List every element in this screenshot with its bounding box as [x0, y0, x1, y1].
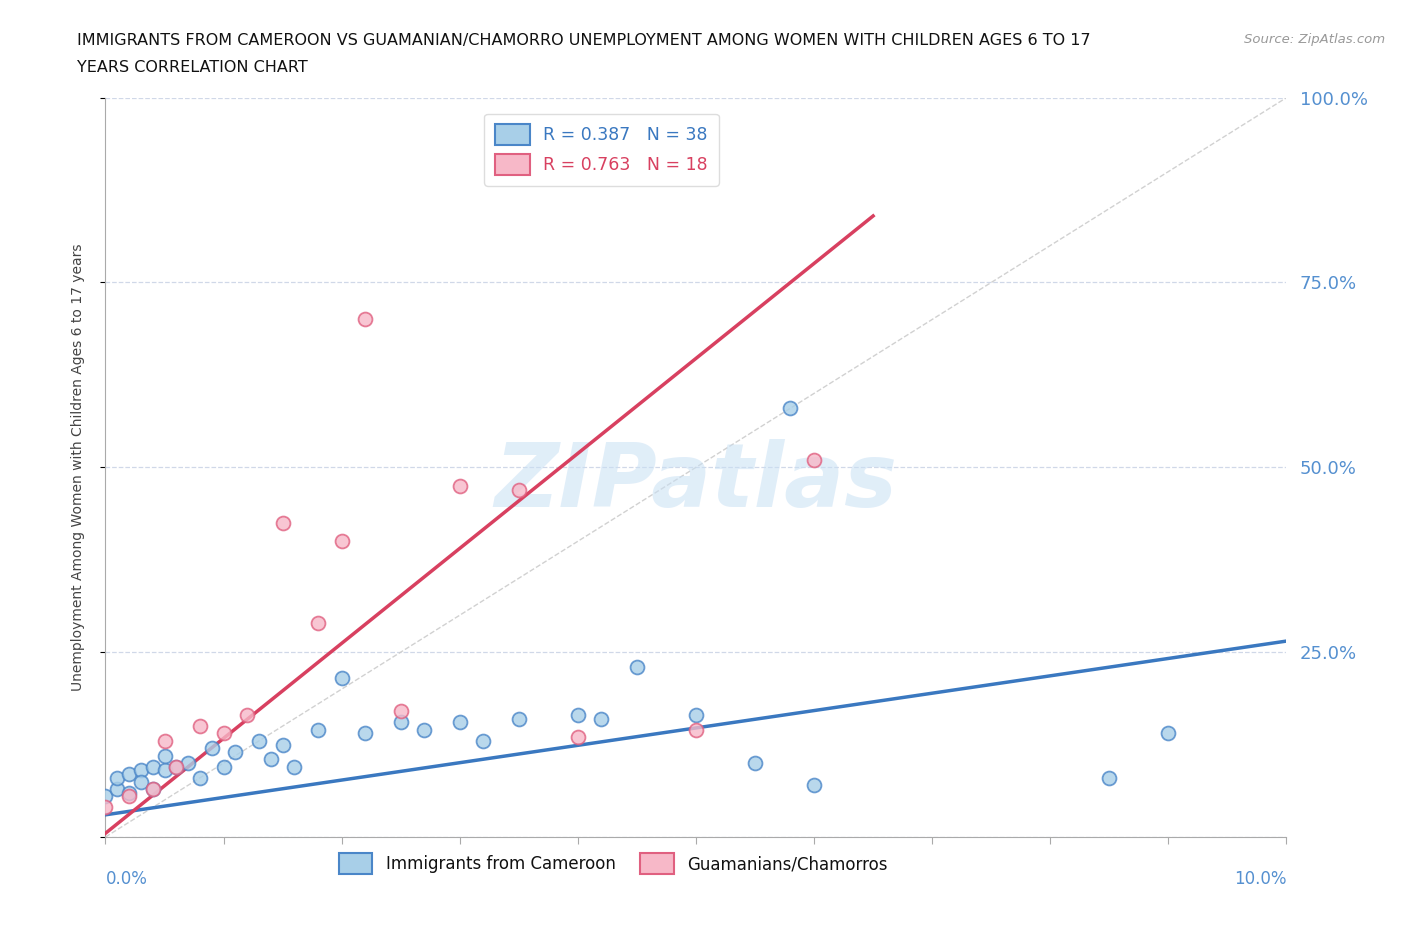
Point [449, 478, 471, 493]
Y-axis label: Unemployment Among Women with Children Ages 6 to 17 years: Unemployment Among Women with Children A… [70, 244, 84, 691]
Point [307, 615, 329, 630]
Point [212, 759, 235, 774]
Point [389, 715, 412, 730]
Point [188, 770, 211, 785]
Point [591, 711, 613, 726]
Text: ZIPatlas: ZIPatlas [495, 439, 897, 525]
Point [685, 723, 707, 737]
Point [413, 723, 436, 737]
Point [307, 723, 329, 737]
Point [567, 708, 589, 723]
Point [129, 774, 152, 789]
Point [105, 781, 128, 796]
Point [201, 741, 224, 756]
Point [94, 800, 117, 815]
Point [177, 755, 200, 770]
Point [165, 759, 187, 774]
Point [1098, 770, 1121, 785]
Point [508, 711, 530, 726]
Point [212, 726, 235, 741]
Point [626, 659, 648, 674]
Point [779, 401, 801, 416]
Point [247, 734, 270, 749]
Point [129, 763, 152, 777]
Text: IMMIGRANTS FROM CAMEROON VS GUAMANIAN/CHAMORRO UNEMPLOYMENT AMONG WOMEN WITH CHI: IMMIGRANTS FROM CAMEROON VS GUAMANIAN/CH… [77, 33, 1091, 47]
Point [330, 534, 353, 549]
Text: 10.0%: 10.0% [1234, 870, 1286, 888]
Point [142, 781, 165, 796]
Point [472, 734, 495, 749]
Point [153, 734, 176, 749]
Text: 0.0%: 0.0% [105, 870, 148, 888]
Point [508, 482, 530, 497]
Point [153, 763, 176, 777]
Point [1157, 726, 1180, 741]
Point [354, 726, 377, 741]
Point [271, 515, 294, 530]
Point [567, 730, 589, 745]
Point [105, 770, 128, 785]
Point [271, 737, 294, 752]
Point [744, 755, 766, 770]
Point [260, 752, 283, 767]
Point [165, 759, 187, 774]
Point [118, 789, 141, 804]
Point [153, 749, 176, 764]
Text: Source: ZipAtlas.com: Source: ZipAtlas.com [1244, 33, 1385, 46]
Point [118, 766, 141, 781]
Point [188, 719, 211, 734]
Point [449, 715, 471, 730]
Point [224, 745, 246, 760]
Point [803, 777, 825, 792]
Text: YEARS CORRELATION CHART: YEARS CORRELATION CHART [77, 60, 308, 75]
Point [142, 781, 165, 796]
Point [283, 759, 305, 774]
Point [389, 704, 412, 719]
Point [803, 453, 825, 468]
Point [236, 708, 259, 723]
Point [118, 785, 141, 800]
Point [330, 671, 353, 685]
Point [94, 789, 117, 804]
Point [142, 759, 165, 774]
Legend: Immigrants from Cameroon, Guamanians/Chamorros: Immigrants from Cameroon, Guamanians/Cha… [332, 846, 894, 881]
Point [685, 708, 707, 723]
Point [354, 312, 377, 327]
